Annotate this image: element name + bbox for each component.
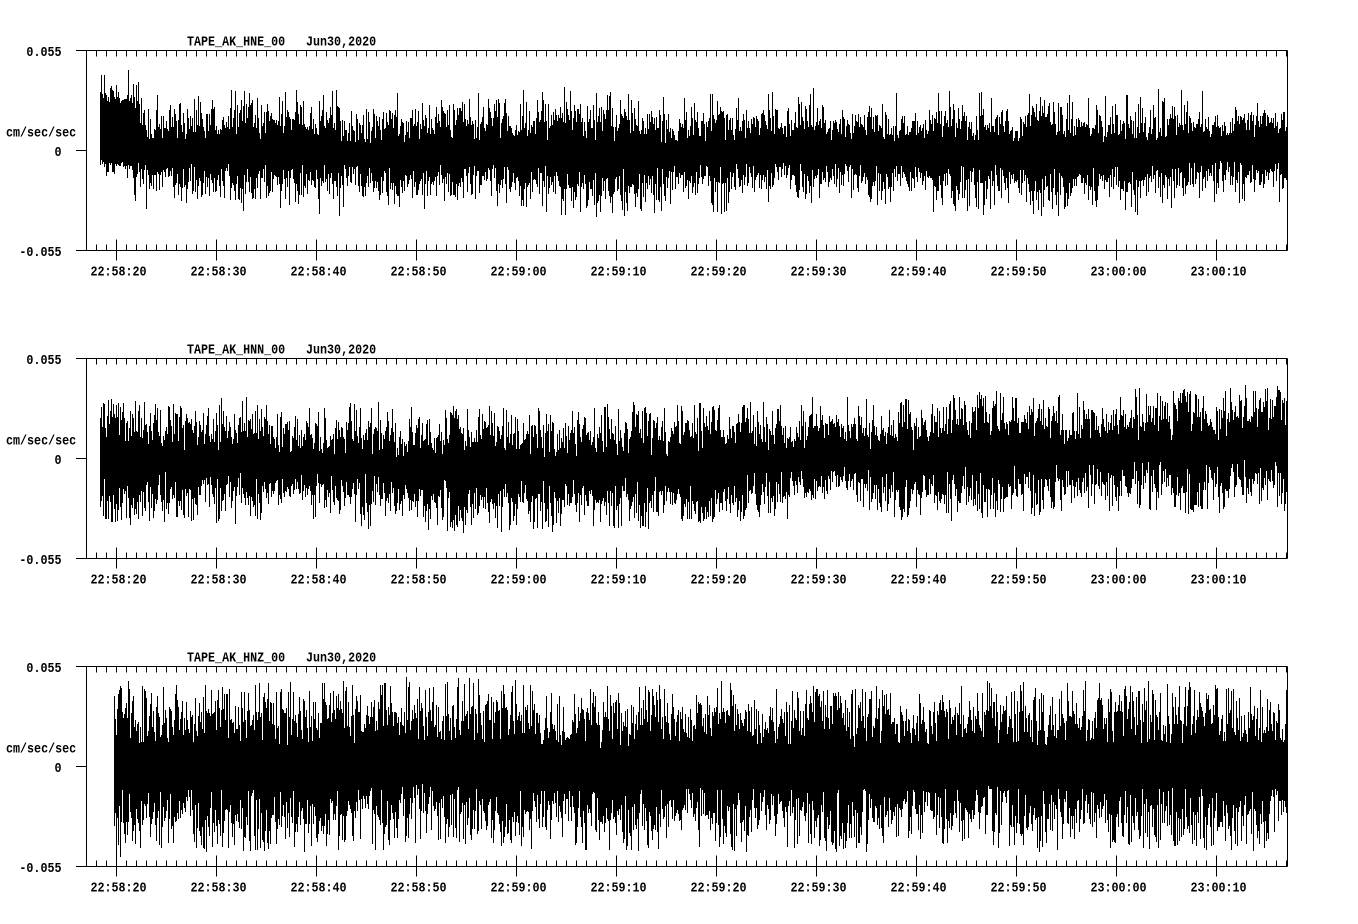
svg-text:22:59:50: 22:59:50 bbox=[990, 265, 1046, 280]
svg-text:22:58:50: 22:58:50 bbox=[390, 573, 446, 588]
svg-text:0.055: 0.055 bbox=[26, 45, 61, 60]
svg-text:cm/sec/sec: cm/sec/sec bbox=[6, 434, 76, 449]
svg-text:Jun30,2020: Jun30,2020 bbox=[306, 35, 376, 50]
svg-text:22:59:20: 22:59:20 bbox=[690, 573, 746, 588]
svg-text:23:00:00: 23:00:00 bbox=[1090, 265, 1146, 280]
svg-text:cm/sec/sec: cm/sec/sec bbox=[6, 126, 76, 141]
svg-text:23:00:10: 23:00:10 bbox=[1190, 265, 1246, 280]
svg-text:22:59:10: 22:59:10 bbox=[590, 573, 646, 588]
svg-text:22:58:30: 22:58:30 bbox=[190, 881, 246, 896]
svg-text:23:00:10: 23:00:10 bbox=[1190, 573, 1246, 588]
svg-text:22:59:00: 22:59:00 bbox=[490, 881, 546, 896]
svg-text:Jun30,2020: Jun30,2020 bbox=[306, 343, 376, 358]
svg-text:0.055: 0.055 bbox=[26, 661, 61, 676]
svg-text:cm/sec/sec: cm/sec/sec bbox=[6, 742, 76, 757]
svg-text:0: 0 bbox=[54, 145, 61, 160]
svg-text:23:00:00: 23:00:00 bbox=[1090, 573, 1146, 588]
svg-text:-0.055: -0.055 bbox=[19, 245, 61, 260]
svg-text:22:59:10: 22:59:10 bbox=[590, 881, 646, 896]
svg-text:22:59:40: 22:59:40 bbox=[890, 573, 946, 588]
svg-text:TAPE_AK_HNN_00: TAPE_AK_HNN_00 bbox=[187, 343, 285, 358]
svg-text:22:58:40: 22:58:40 bbox=[290, 265, 346, 280]
svg-text:22:59:30: 22:59:30 bbox=[790, 573, 846, 588]
svg-text:22:58:40: 22:58:40 bbox=[290, 881, 346, 896]
svg-text:0: 0 bbox=[54, 761, 61, 776]
svg-text:22:58:40: 22:58:40 bbox=[290, 573, 346, 588]
svg-text:22:58:50: 22:58:50 bbox=[390, 265, 446, 280]
svg-text:22:58:30: 22:58:30 bbox=[190, 573, 246, 588]
svg-text:TAPE_AK_HNZ_00: TAPE_AK_HNZ_00 bbox=[187, 651, 285, 666]
svg-text:0.055: 0.055 bbox=[26, 353, 61, 368]
svg-text:22:58:20: 22:58:20 bbox=[90, 881, 146, 896]
svg-text:22:59:50: 22:59:50 bbox=[990, 573, 1046, 588]
svg-text:22:59:20: 22:59:20 bbox=[690, 881, 746, 896]
svg-text:22:59:40: 22:59:40 bbox=[890, 265, 946, 280]
svg-text:22:59:00: 22:59:00 bbox=[490, 265, 546, 280]
svg-text:23:00:10: 23:00:10 bbox=[1190, 881, 1246, 896]
svg-text:22:59:50: 22:59:50 bbox=[990, 881, 1046, 896]
svg-text:22:59:30: 22:59:30 bbox=[790, 265, 846, 280]
svg-text:22:58:30: 22:58:30 bbox=[190, 265, 246, 280]
svg-text:-0.055: -0.055 bbox=[19, 553, 61, 568]
svg-text:0: 0 bbox=[54, 453, 61, 468]
svg-text:TAPE_AK_HNE_00: TAPE_AK_HNE_00 bbox=[187, 35, 285, 50]
svg-text:23:00:00: 23:00:00 bbox=[1090, 881, 1146, 896]
svg-text:22:59:00: 22:59:00 bbox=[490, 573, 546, 588]
svg-text:-0.055: -0.055 bbox=[19, 861, 61, 876]
svg-text:Jun30,2020: Jun30,2020 bbox=[306, 651, 376, 666]
svg-text:22:58:20: 22:58:20 bbox=[90, 573, 146, 588]
svg-text:22:58:20: 22:58:20 bbox=[90, 265, 146, 280]
svg-text:22:59:30: 22:59:30 bbox=[790, 881, 846, 896]
svg-text:22:59:40: 22:59:40 bbox=[890, 881, 946, 896]
svg-text:22:59:10: 22:59:10 bbox=[590, 265, 646, 280]
svg-text:22:59:20: 22:59:20 bbox=[690, 265, 746, 280]
svg-text:22:58:50: 22:58:50 bbox=[390, 881, 446, 896]
